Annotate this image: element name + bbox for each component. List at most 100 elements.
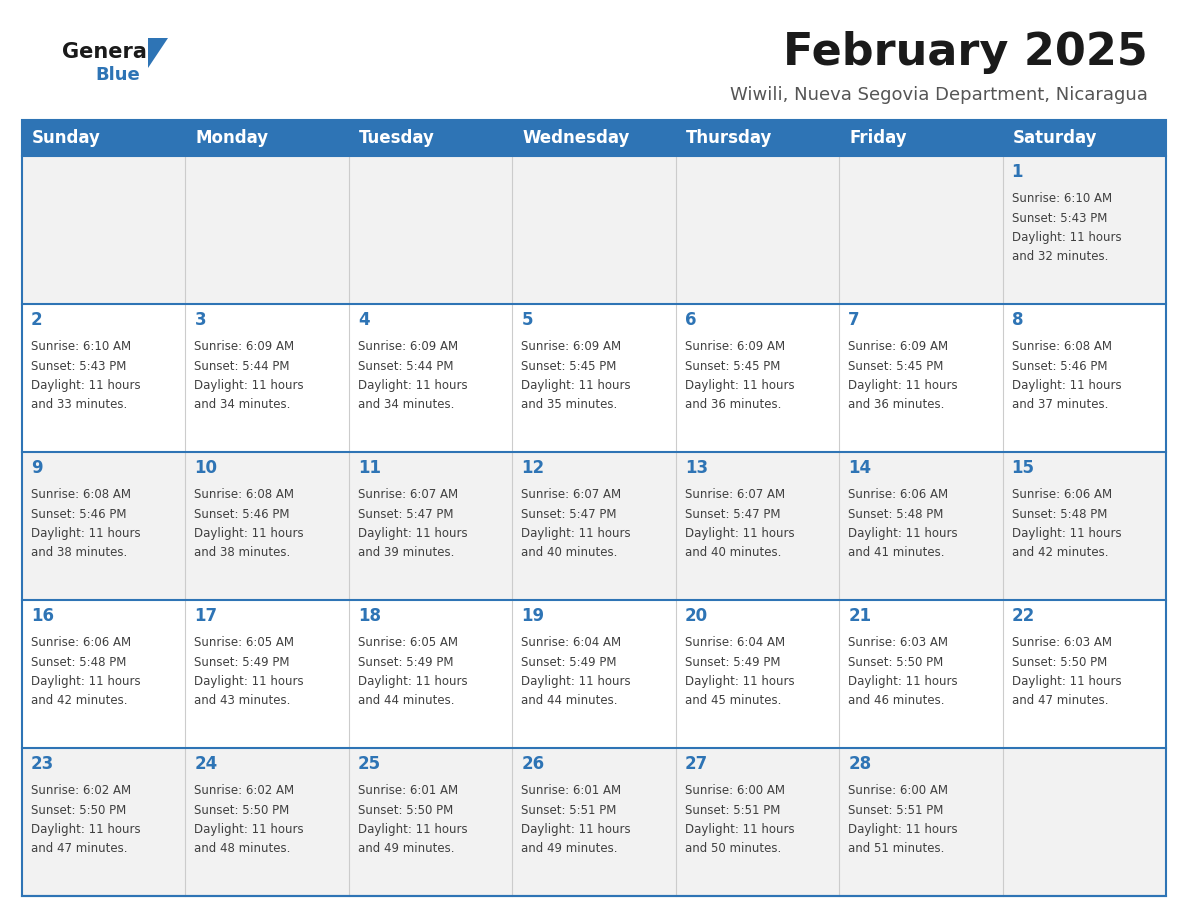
Text: 19: 19 xyxy=(522,607,544,625)
Bar xyxy=(23,156,1165,304)
Text: Daylight: 11 hours: Daylight: 11 hours xyxy=(358,676,468,688)
Text: and 34 minutes.: and 34 minutes. xyxy=(358,397,454,410)
Text: 16: 16 xyxy=(31,607,53,625)
Text: and 44 minutes.: and 44 minutes. xyxy=(522,693,618,707)
Text: 26: 26 xyxy=(522,755,544,773)
Text: and 38 minutes.: and 38 minutes. xyxy=(31,545,127,558)
Text: Daylight: 11 hours: Daylight: 11 hours xyxy=(1011,379,1121,393)
Bar xyxy=(23,748,1165,896)
Text: 1: 1 xyxy=(1011,163,1023,181)
Text: 28: 28 xyxy=(848,755,871,773)
Text: Sunrise: 6:06 AM: Sunrise: 6:06 AM xyxy=(1011,487,1112,500)
Text: Sunset: 5:50 PM: Sunset: 5:50 PM xyxy=(358,803,453,816)
Text: Sunrise: 6:04 AM: Sunrise: 6:04 AM xyxy=(684,635,785,648)
Text: and 36 minutes.: and 36 minutes. xyxy=(684,397,781,410)
Text: 9: 9 xyxy=(31,459,43,477)
Text: 5: 5 xyxy=(522,311,532,329)
Text: and 36 minutes.: and 36 minutes. xyxy=(848,397,944,410)
Text: Daylight: 11 hours: Daylight: 11 hours xyxy=(31,676,140,688)
Text: Sunset: 5:50 PM: Sunset: 5:50 PM xyxy=(1011,655,1107,668)
Text: 3: 3 xyxy=(195,311,206,329)
Text: Sunset: 5:45 PM: Sunset: 5:45 PM xyxy=(848,360,943,373)
Text: Sunrise: 6:07 AM: Sunrise: 6:07 AM xyxy=(358,487,459,500)
Text: and 49 minutes.: and 49 minutes. xyxy=(358,842,454,855)
Text: Sunset: 5:43 PM: Sunset: 5:43 PM xyxy=(1011,211,1107,225)
Text: Sunrise: 6:08 AM: Sunrise: 6:08 AM xyxy=(195,487,295,500)
Text: Daylight: 11 hours: Daylight: 11 hours xyxy=(522,676,631,688)
Text: and 46 minutes.: and 46 minutes. xyxy=(848,693,944,707)
Text: Daylight: 11 hours: Daylight: 11 hours xyxy=(522,379,631,393)
Text: Daylight: 11 hours: Daylight: 11 hours xyxy=(848,528,958,541)
Text: Sunrise: 6:03 AM: Sunrise: 6:03 AM xyxy=(848,635,948,648)
Text: Wednesday: Wednesday xyxy=(523,129,630,147)
Text: Monday: Monday xyxy=(196,129,268,147)
Bar xyxy=(23,600,1165,748)
Text: Saturday: Saturday xyxy=(1012,129,1097,147)
Text: Blue: Blue xyxy=(95,66,140,84)
Text: Sunrise: 6:10 AM: Sunrise: 6:10 AM xyxy=(31,340,131,353)
Text: Sunrise: 6:10 AM: Sunrise: 6:10 AM xyxy=(1011,192,1112,205)
Text: Sunrise: 6:07 AM: Sunrise: 6:07 AM xyxy=(522,487,621,500)
Text: Sunset: 5:49 PM: Sunset: 5:49 PM xyxy=(358,655,454,668)
Text: Sunrise: 6:05 AM: Sunrise: 6:05 AM xyxy=(195,635,295,648)
Text: and 47 minutes.: and 47 minutes. xyxy=(1011,693,1108,707)
Text: Sunrise: 6:09 AM: Sunrise: 6:09 AM xyxy=(684,340,785,353)
Text: Daylight: 11 hours: Daylight: 11 hours xyxy=(848,676,958,688)
Text: Sunset: 5:51 PM: Sunset: 5:51 PM xyxy=(522,803,617,816)
Polygon shape xyxy=(148,38,168,68)
Text: and 35 minutes.: and 35 minutes. xyxy=(522,397,618,410)
Text: and 34 minutes.: and 34 minutes. xyxy=(195,397,291,410)
Text: and 42 minutes.: and 42 minutes. xyxy=(1011,545,1108,558)
Text: and 44 minutes.: and 44 minutes. xyxy=(358,693,454,707)
Bar xyxy=(23,120,1165,896)
Text: Sunrise: 6:02 AM: Sunrise: 6:02 AM xyxy=(31,783,131,797)
Text: Daylight: 11 hours: Daylight: 11 hours xyxy=(848,379,958,393)
Text: Sunset: 5:48 PM: Sunset: 5:48 PM xyxy=(848,508,943,521)
Text: 7: 7 xyxy=(848,311,860,329)
Text: Daylight: 11 hours: Daylight: 11 hours xyxy=(522,823,631,836)
Text: 8: 8 xyxy=(1011,311,1023,329)
Bar xyxy=(23,120,1165,156)
Text: 27: 27 xyxy=(684,755,708,773)
Text: Sunrise: 6:00 AM: Sunrise: 6:00 AM xyxy=(848,783,948,797)
Text: Sunset: 5:49 PM: Sunset: 5:49 PM xyxy=(684,655,781,668)
Text: and 42 minutes.: and 42 minutes. xyxy=(31,693,127,707)
Text: Sunrise: 6:05 AM: Sunrise: 6:05 AM xyxy=(358,635,457,648)
Text: Sunrise: 6:04 AM: Sunrise: 6:04 AM xyxy=(522,635,621,648)
Text: Sunrise: 6:01 AM: Sunrise: 6:01 AM xyxy=(522,783,621,797)
Text: Sunset: 5:45 PM: Sunset: 5:45 PM xyxy=(684,360,781,373)
Text: Sunset: 5:46 PM: Sunset: 5:46 PM xyxy=(31,508,126,521)
Text: Wiwili, Nueva Segovia Department, Nicaragua: Wiwili, Nueva Segovia Department, Nicara… xyxy=(731,86,1148,104)
Text: Sunrise: 6:03 AM: Sunrise: 6:03 AM xyxy=(1011,635,1112,648)
Text: Sunset: 5:50 PM: Sunset: 5:50 PM xyxy=(195,803,290,816)
Text: Daylight: 11 hours: Daylight: 11 hours xyxy=(848,823,958,836)
Text: Daylight: 11 hours: Daylight: 11 hours xyxy=(684,823,795,836)
Text: and 40 minutes.: and 40 minutes. xyxy=(522,545,618,558)
Text: Sunset: 5:44 PM: Sunset: 5:44 PM xyxy=(195,360,290,373)
Text: Sunset: 5:46 PM: Sunset: 5:46 PM xyxy=(1011,360,1107,373)
Text: Daylight: 11 hours: Daylight: 11 hours xyxy=(358,528,468,541)
Text: Daylight: 11 hours: Daylight: 11 hours xyxy=(358,379,468,393)
Text: 4: 4 xyxy=(358,311,369,329)
Text: Sunrise: 6:06 AM: Sunrise: 6:06 AM xyxy=(31,635,131,648)
Text: 10: 10 xyxy=(195,459,217,477)
Text: Daylight: 11 hours: Daylight: 11 hours xyxy=(522,528,631,541)
Text: 11: 11 xyxy=(358,459,381,477)
Text: Sunrise: 6:02 AM: Sunrise: 6:02 AM xyxy=(195,783,295,797)
Text: Sunset: 5:50 PM: Sunset: 5:50 PM xyxy=(848,655,943,668)
Text: General: General xyxy=(62,42,154,62)
Text: and 49 minutes.: and 49 minutes. xyxy=(522,842,618,855)
Text: Daylight: 11 hours: Daylight: 11 hours xyxy=(195,379,304,393)
Text: 21: 21 xyxy=(848,607,871,625)
Text: Sunset: 5:49 PM: Sunset: 5:49 PM xyxy=(195,655,290,668)
Text: and 33 minutes.: and 33 minutes. xyxy=(31,397,127,410)
Text: 6: 6 xyxy=(684,311,696,329)
Text: Sunset: 5:51 PM: Sunset: 5:51 PM xyxy=(848,803,943,816)
Text: and 50 minutes.: and 50 minutes. xyxy=(684,842,781,855)
Text: Sunset: 5:51 PM: Sunset: 5:51 PM xyxy=(684,803,781,816)
Text: 2: 2 xyxy=(31,311,43,329)
Text: Daylight: 11 hours: Daylight: 11 hours xyxy=(684,528,795,541)
Text: Thursday: Thursday xyxy=(685,129,772,147)
Text: Sunset: 5:47 PM: Sunset: 5:47 PM xyxy=(684,508,781,521)
Text: and 38 minutes.: and 38 minutes. xyxy=(195,545,291,558)
